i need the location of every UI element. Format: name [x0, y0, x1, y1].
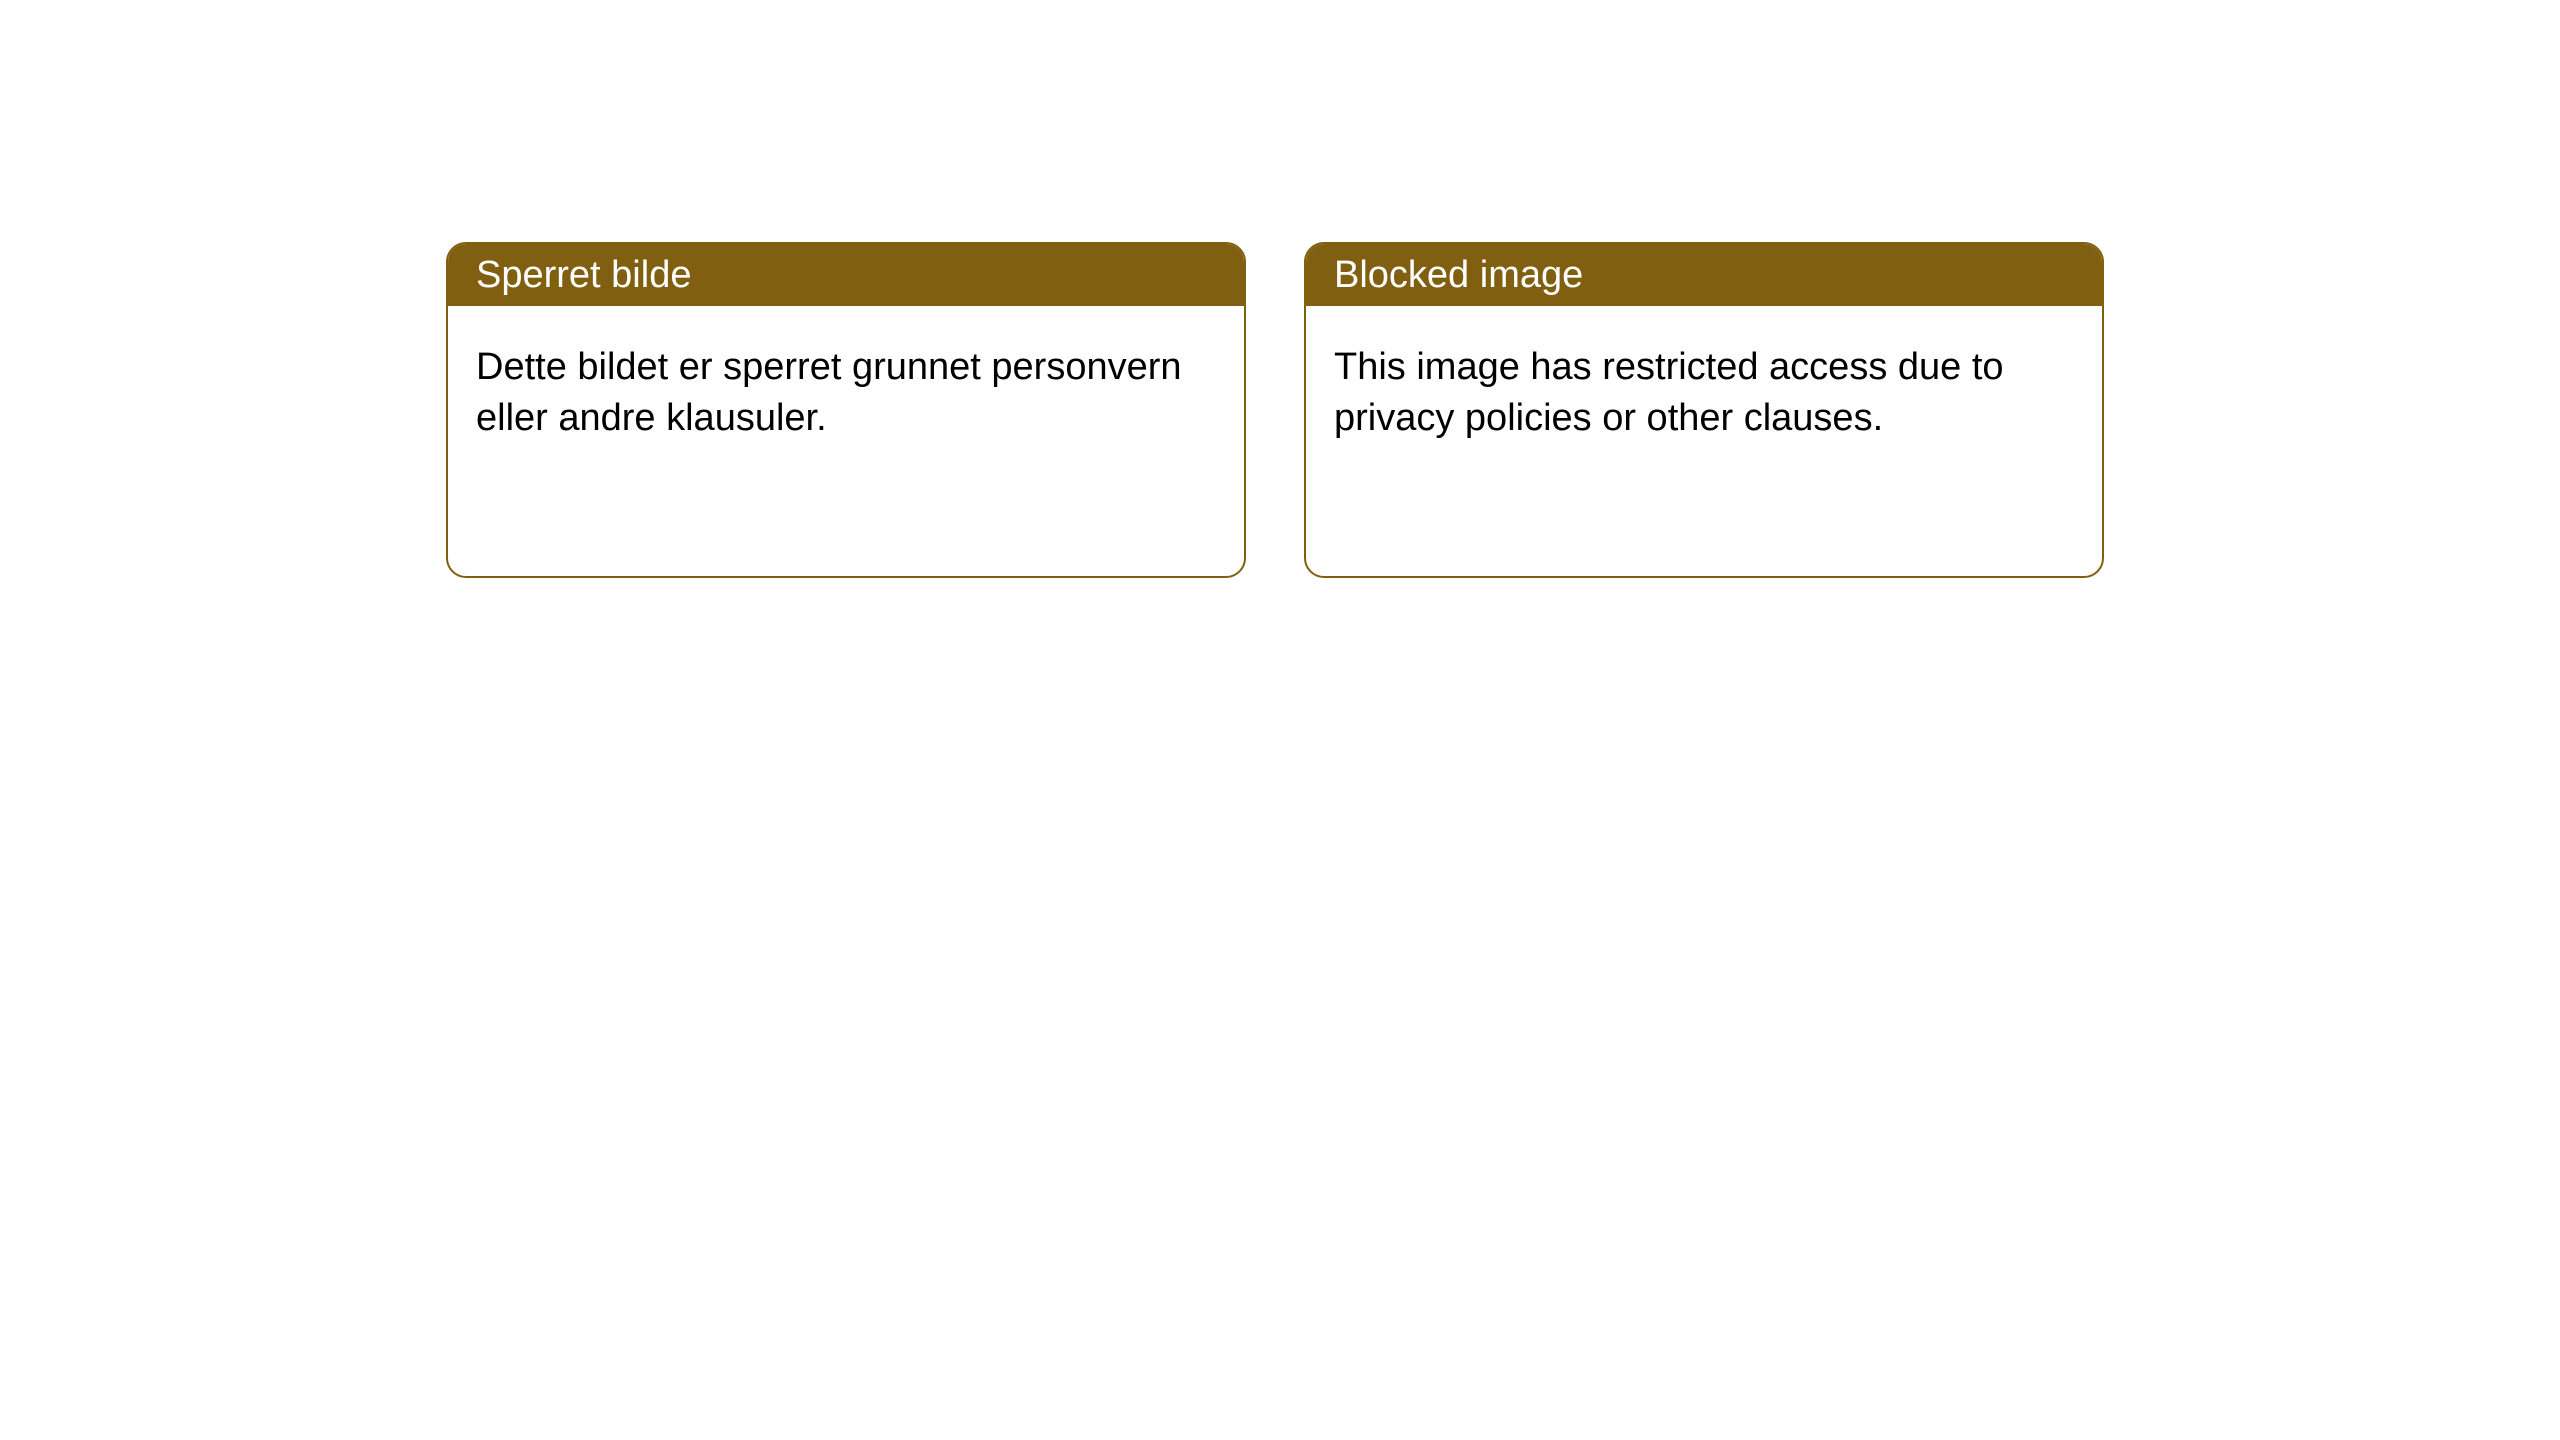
card-body: Dette bildet er sperret grunnet personve…	[448, 306, 1244, 481]
notice-container: Sperret bilde Dette bildet er sperret gr…	[446, 242, 2104, 578]
card-body-text: This image has restricted access due to …	[1334, 346, 2004, 439]
card-title: Blocked image	[1334, 254, 1583, 297]
card-body: This image has restricted access due to …	[1306, 306, 2102, 481]
card-header: Blocked image	[1306, 244, 2102, 306]
card-body-text: Dette bildet er sperret grunnet personve…	[476, 346, 1182, 439]
card-title: Sperret bilde	[476, 254, 691, 297]
notice-card-norwegian: Sperret bilde Dette bildet er sperret gr…	[446, 242, 1246, 578]
card-header: Sperret bilde	[448, 244, 1244, 306]
notice-card-english: Blocked image This image has restricted …	[1304, 242, 2104, 578]
